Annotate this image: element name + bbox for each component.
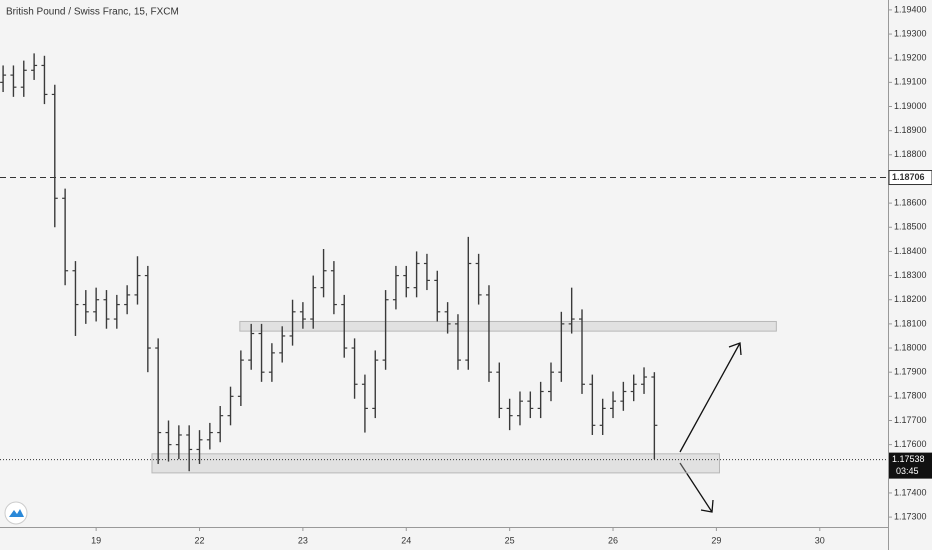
y-tick-label: 1.17600: [894, 439, 927, 449]
y-tick-label: 1.19300: [894, 28, 927, 38]
arrow-down: [679, 462, 714, 513]
y-tick-label: 1.19200: [894, 53, 927, 63]
level-label: 1.18706: [892, 172, 925, 182]
y-tick-label: 1.17800: [894, 391, 927, 401]
x-tick-label: 23: [298, 535, 308, 545]
x-tick-label: 24: [401, 535, 411, 545]
chart-title: British Pound / Swiss Franc, 15, FXCM: [6, 7, 179, 18]
y-tick-label: 1.19400: [894, 4, 927, 14]
y-tick-label: 1.18600: [894, 197, 927, 207]
x-tick-label: 26: [608, 535, 618, 545]
x-tick-label: 19: [91, 535, 101, 545]
y-tick-label: 1.17400: [894, 487, 927, 497]
last-price-label: 1.17538: [892, 454, 925, 464]
zone: [151, 453, 720, 474]
arrow-up: [679, 342, 742, 453]
y-tick-label: 1.18400: [894, 246, 927, 256]
x-tick-label: 25: [505, 535, 515, 545]
y-tick-label: 1.17300: [894, 511, 927, 521]
y-tick-label: 1.18300: [894, 270, 927, 280]
y-tick-label: 1.18200: [894, 294, 927, 304]
zone: [239, 320, 777, 332]
y-tick-label: 1.18100: [894, 318, 927, 328]
y-tick-label: 1.18900: [894, 125, 927, 135]
last-price-box: [889, 452, 932, 479]
countdown-label: 03:45: [896, 466, 919, 476]
x-tick-label: 30: [815, 535, 825, 545]
x-tick-label: 22: [195, 535, 205, 545]
y-tick-label: 1.18500: [894, 222, 927, 232]
y-tick-label: 1.17700: [894, 415, 927, 425]
x-tick-label: 29: [711, 535, 721, 545]
y-tick-label: 1.18000: [894, 342, 927, 352]
y-tick-label: 1.18800: [894, 149, 927, 159]
level-label-box: [888, 170, 932, 186]
y-tick-label: 1.17900: [894, 367, 927, 377]
y-tick-label: 1.19000: [894, 101, 927, 111]
logo: [4, 501, 28, 525]
y-tick-label: 1.19100: [894, 77, 927, 87]
